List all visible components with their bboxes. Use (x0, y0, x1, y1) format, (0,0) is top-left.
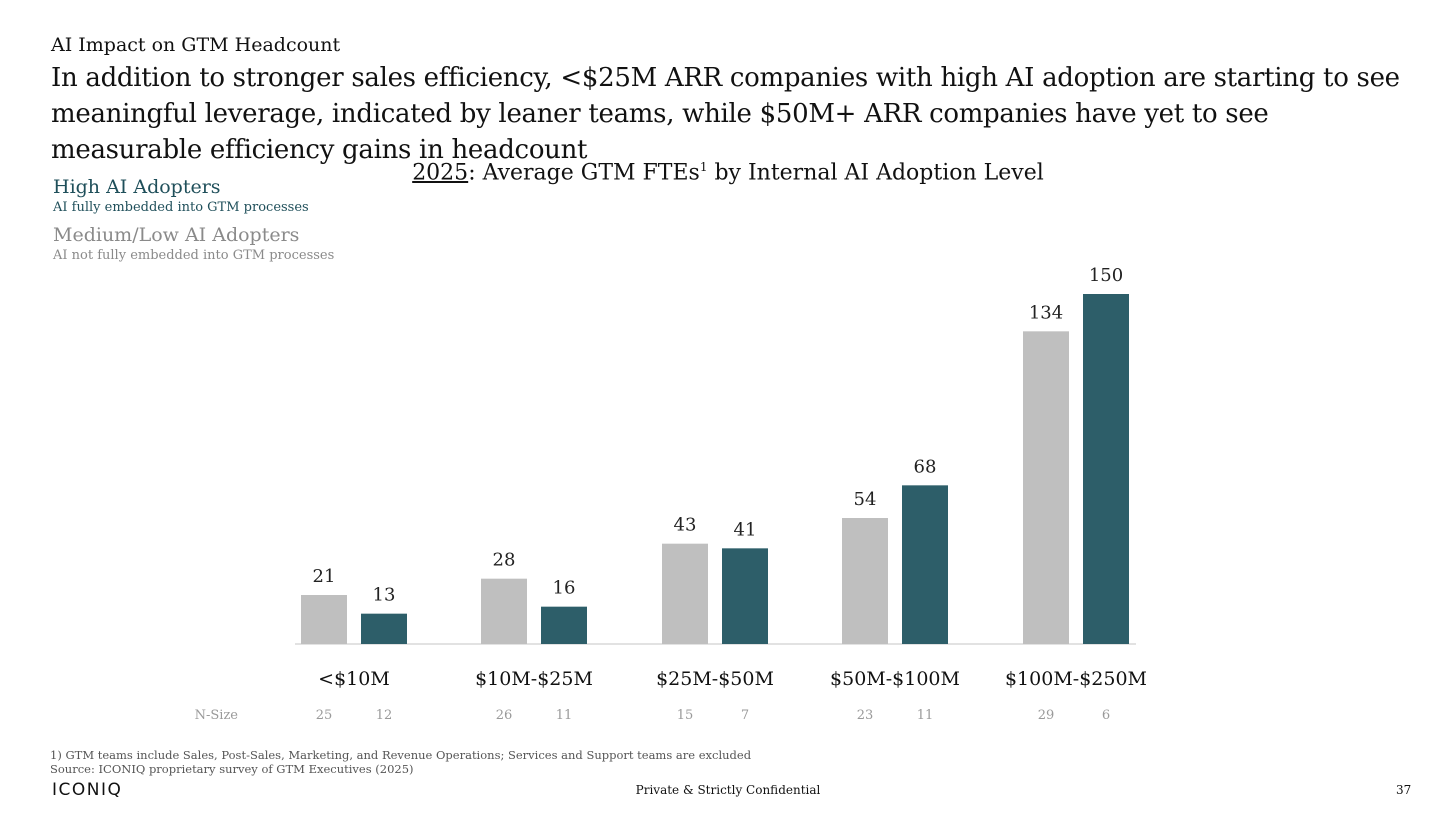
headline: In addition to stronger sales efficiency… (51, 63, 1400, 165)
bar (1023, 331, 1069, 644)
category-tick-label: <$10M (318, 668, 390, 690)
bar (541, 606, 587, 644)
category-tick-label: $100M-$250M (1005, 668, 1147, 690)
brand-logo: ICONIQ (52, 780, 123, 800)
n-size-value: 15 (677, 708, 694, 723)
legend-item-medium: Medium/Low AI Adopters AI not fully embe… (53, 223, 334, 264)
n-size-value: 11 (917, 708, 934, 723)
chart-title-suffix: by Internal AI Adoption Level (707, 160, 1044, 186)
category-tick-label: $50M-$100M (830, 668, 960, 690)
footnote-1: 1) GTM teams include Sales, Post-Sales, … (50, 748, 752, 762)
legend: High AI Adopters AI fully embedded into … (53, 175, 334, 271)
bar (842, 518, 888, 644)
chart-title-year: 2025 (412, 160, 469, 186)
legend-high-title: High AI Adopters (53, 176, 221, 198)
n-size-value: 12 (376, 708, 393, 723)
n-size-value: 26 (496, 708, 513, 723)
n-size-value: 23 (857, 708, 874, 723)
n-size-value: 11 (556, 708, 573, 723)
bar (481, 578, 527, 644)
bar-value-label: 68 (914, 456, 937, 477)
category-tick-label: $10M-$25M (475, 668, 593, 690)
bar-value-label: 28 (493, 550, 516, 571)
n-size-value: 6 (1102, 708, 1110, 723)
confidentiality-note: Private & Strictly Confidential (635, 783, 821, 797)
section-label: AI Impact on GTM Headcount (51, 34, 341, 56)
footnotes: 1) GTM teams include Sales, Post-Sales, … (50, 748, 751, 776)
chart-title-text: : Average GTM FTEs (468, 160, 700, 186)
bar (902, 485, 948, 644)
bar-value-label: 43 (674, 515, 697, 536)
bar (301, 595, 347, 644)
legend-high-subtitle: AI fully embedded into GTM processes (53, 200, 309, 215)
category-tick-label: $25M-$50M (656, 668, 774, 690)
bar-value-label: 134 (1029, 302, 1063, 323)
n-size-value: 7 (741, 708, 749, 723)
n-size-value: 25 (316, 708, 333, 723)
bar (662, 543, 708, 644)
bar (722, 548, 768, 644)
bar-value-label: 41 (734, 519, 757, 540)
legend-item-high: High AI Adopters AI fully embedded into … (53, 175, 334, 216)
bar (361, 613, 407, 644)
legend-medium-title: Medium/Low AI Adopters (53, 224, 300, 246)
bar-value-label: 150 (1089, 265, 1123, 286)
chart-title: 2025: Average GTM FTEs1 by Internal AI A… (300, 160, 1156, 185)
legend-medium-subtitle: AI not fully embedded into GTM processes (53, 248, 335, 263)
bar (1083, 294, 1129, 644)
bar-value-label: 21 (313, 566, 336, 587)
chart-title-footnote-marker: 1 (699, 160, 708, 174)
n-size-label: N-Size (195, 708, 239, 723)
bar-value-label: 13 (373, 585, 396, 606)
page-number: 37 (1396, 783, 1412, 797)
bar-value-label: 54 (854, 489, 877, 510)
source-note: Source: ICONIQ proprietary survey of GTM… (50, 762, 414, 776)
bar-value-label: 16 (553, 578, 576, 599)
n-size-value: 29 (1038, 708, 1055, 723)
